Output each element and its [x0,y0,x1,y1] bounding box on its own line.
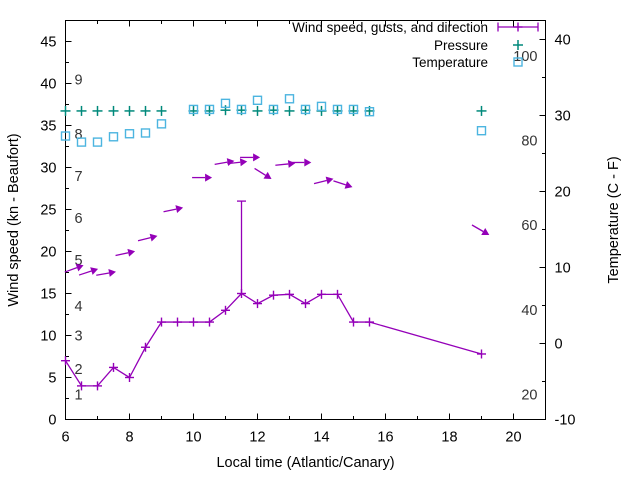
fahrenheit-label: 60 [521,218,537,234]
wind-direction-arrow [471,224,490,235]
beaufort-label: 1 [74,387,82,403]
x-tick-label: 6 [61,430,69,446]
x-tick-label: 18 [441,430,457,446]
x-tick-label: 12 [249,430,265,446]
temperature-marker [348,104,359,115]
temperature-marker [156,119,167,129]
wind-direction-arrow [313,176,334,185]
wind-direction-arrow [275,159,296,168]
wind-direction-arrow [254,167,272,179]
plot-border [65,20,546,420]
wind-direction-arrow [227,158,248,167]
x-tick-label: 20 [505,430,521,446]
temperature-marker [220,98,231,109]
fahrenheit-label: 80 [521,134,537,150]
wind-direction-arrow [192,173,213,182]
y-tick-label: 40 [40,77,56,93]
y2-tick-label: -10 [555,413,576,429]
beaufort-label: 8 [74,127,82,143]
temperature-marker [476,125,487,136]
y-tick-label: 30 [40,161,56,177]
y2-tick-label: 30 [555,109,571,125]
y2-tick-label: 40 [555,33,571,49]
temperature-marker [204,104,215,115]
y2-axis-title: Temperature (C - F) [606,156,622,283]
wind-direction-arrow [333,180,353,189]
temperature-marker [60,131,71,141]
y-tick-label: 5 [48,371,56,387]
y-tick-label: 0 [48,413,56,429]
temperature-marker [92,137,103,147]
fahrenheit-label: 40 [521,303,537,319]
wind-direction-arrow [115,248,136,257]
y-tick-label: 45 [40,35,56,51]
temperature-marker [108,132,119,142]
temperature-marker [140,128,151,138]
x-tick-label: 16 [377,430,393,446]
legend-label-1: Pressure [434,38,488,53]
legend-label-0: Wind speed, gusts, and direction [292,20,488,35]
wind-direction-arrow [240,153,261,162]
legend-label-2: Temperature [412,55,488,70]
temperature-marker [300,104,311,115]
wind-speed-line [64,292,482,387]
temperature-marker [252,95,263,106]
wind-direction-arrow [137,233,158,242]
fahrenheit-label: 100 [513,49,537,65]
beaufort-label: 6 [74,211,82,227]
temperature-marker [268,104,279,115]
wind-direction-arrow [78,267,99,276]
y-axis-title: Wind speed (kn - Beaufort) [6,133,22,306]
beaufort-label: 2 [74,362,82,378]
y2-tick-label: 10 [555,261,571,277]
beaufort-label: 9 [74,72,82,88]
temperature-marker [332,104,343,115]
temperature-marker [364,106,375,117]
x-tick-label: 14 [313,430,329,446]
legend-sample-marker [513,57,523,67]
y2-tick-label: 20 [555,185,571,201]
y-tick-label: 35 [40,119,56,135]
temperature-marker [188,104,199,115]
beaufort-label: 5 [74,253,82,269]
temperature-marker [316,101,327,112]
temperature-marker [124,129,135,139]
y2-tick-label: 0 [555,337,563,353]
temperature-marker [76,137,87,147]
y-tick-label: 10 [40,329,56,345]
y-tick-label: 20 [40,245,56,261]
beaufort-label: 4 [74,299,82,315]
fahrenheit-label: 20 [521,387,537,403]
wind-direction-arrow [64,263,84,273]
beaufort-label: 7 [74,169,82,185]
temperature-marker [236,104,247,115]
wind-direction-arrow [96,269,116,277]
x-tick-label: 8 [125,430,133,446]
y-tick-label: 25 [40,203,56,219]
y-tick-label: 15 [40,287,56,303]
wind-direction-arrow [291,158,312,167]
beaufort-label: 3 [74,329,82,345]
wind-direction-arrow [163,205,184,213]
x-axis-title: Local time (Atlantic/Canary) [216,455,394,471]
temperature-marker [284,94,295,104]
x-tick-label: 10 [185,430,201,446]
